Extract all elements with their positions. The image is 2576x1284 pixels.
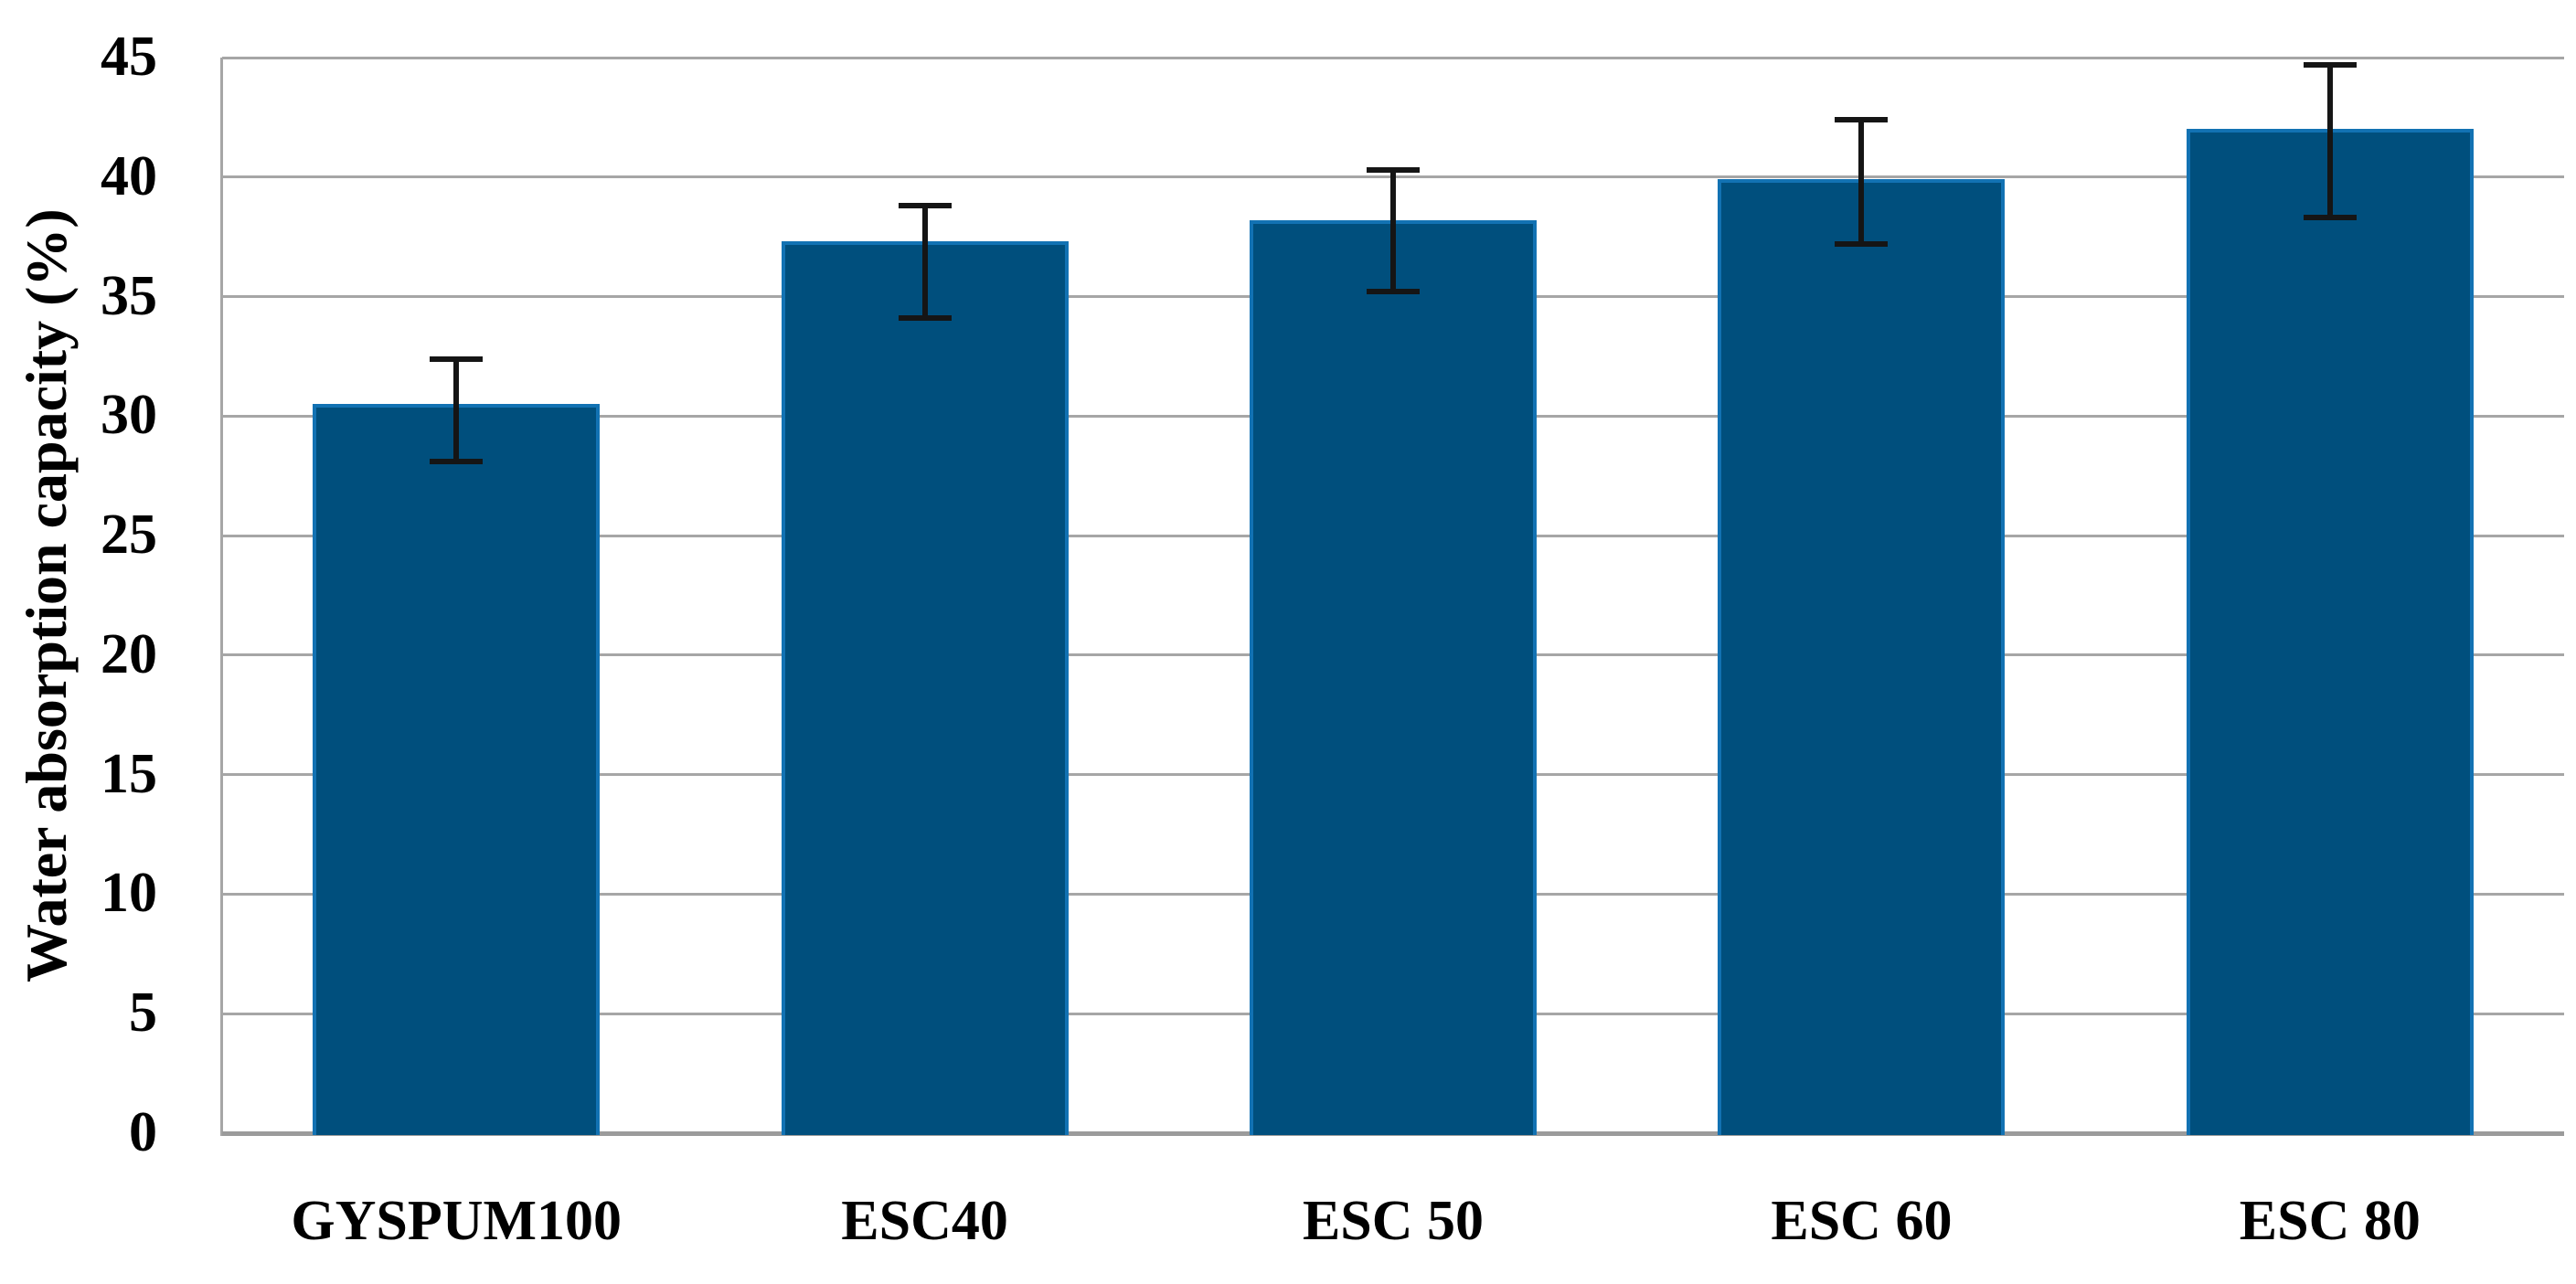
y-tick-label-40: 40: [101, 144, 157, 207]
y-tick-label-0: 0: [129, 1100, 157, 1163]
bar-gyspum100: [313, 404, 601, 1135]
error-bar-cap-bottom-1: [430, 459, 484, 465]
error-bar-cap-top-2: [898, 203, 952, 209]
error-bar-line-2: [921, 206, 928, 319]
error-bar-line-5: [2326, 64, 2333, 218]
x-category-label-2: ESC40: [841, 1190, 1008, 1252]
error-bar-line-1: [453, 358, 460, 462]
error-bar-cap-top-1: [430, 355, 484, 362]
gridline-45: [222, 56, 2564, 59]
x-category-label-4: ESC 60: [1771, 1190, 1953, 1252]
error-bar-cap-bottom-4: [1835, 241, 1889, 247]
y-tick-label-45: 45: [101, 25, 157, 88]
error-bar-line-4: [1858, 120, 1865, 244]
error-bar-cap-top-3: [1367, 166, 1420, 173]
y-tick-label-30: 30: [101, 384, 157, 447]
error-bar-cap-bottom-5: [2303, 215, 2357, 221]
bar-esc-50: [1250, 219, 1537, 1135]
error-bar-cap-top-4: [1835, 117, 1889, 122]
error-bar-line-3: [1390, 169, 1396, 292]
bar-esc-60: [1718, 179, 2006, 1135]
y-tick-label-20: 20: [101, 622, 157, 685]
y-tick-label-15: 15: [101, 742, 157, 805]
x-category-label-1: GYSPUM100: [291, 1190, 623, 1252]
y-tick-label-10: 10: [101, 862, 157, 925]
x-category-label-5: ESC 80: [2239, 1190, 2421, 1252]
y-axis-title: Water absorption capacity (%): [14, 208, 79, 982]
y-tick-label-5: 5: [129, 981, 157, 1044]
bar-esc-80: [2186, 129, 2474, 1135]
bar-esc40: [781, 241, 1069, 1135]
y-tick-label-35: 35: [101, 264, 157, 327]
y-tick-label-25: 25: [101, 503, 157, 566]
y-axis-line: [220, 58, 223, 1136]
error-bar-cap-top-5: [2303, 61, 2357, 68]
error-bar-cap-bottom-2: [898, 315, 952, 322]
error-bar-cap-bottom-3: [1367, 289, 1420, 295]
x-category-label-3: ESC 50: [1302, 1190, 1485, 1252]
